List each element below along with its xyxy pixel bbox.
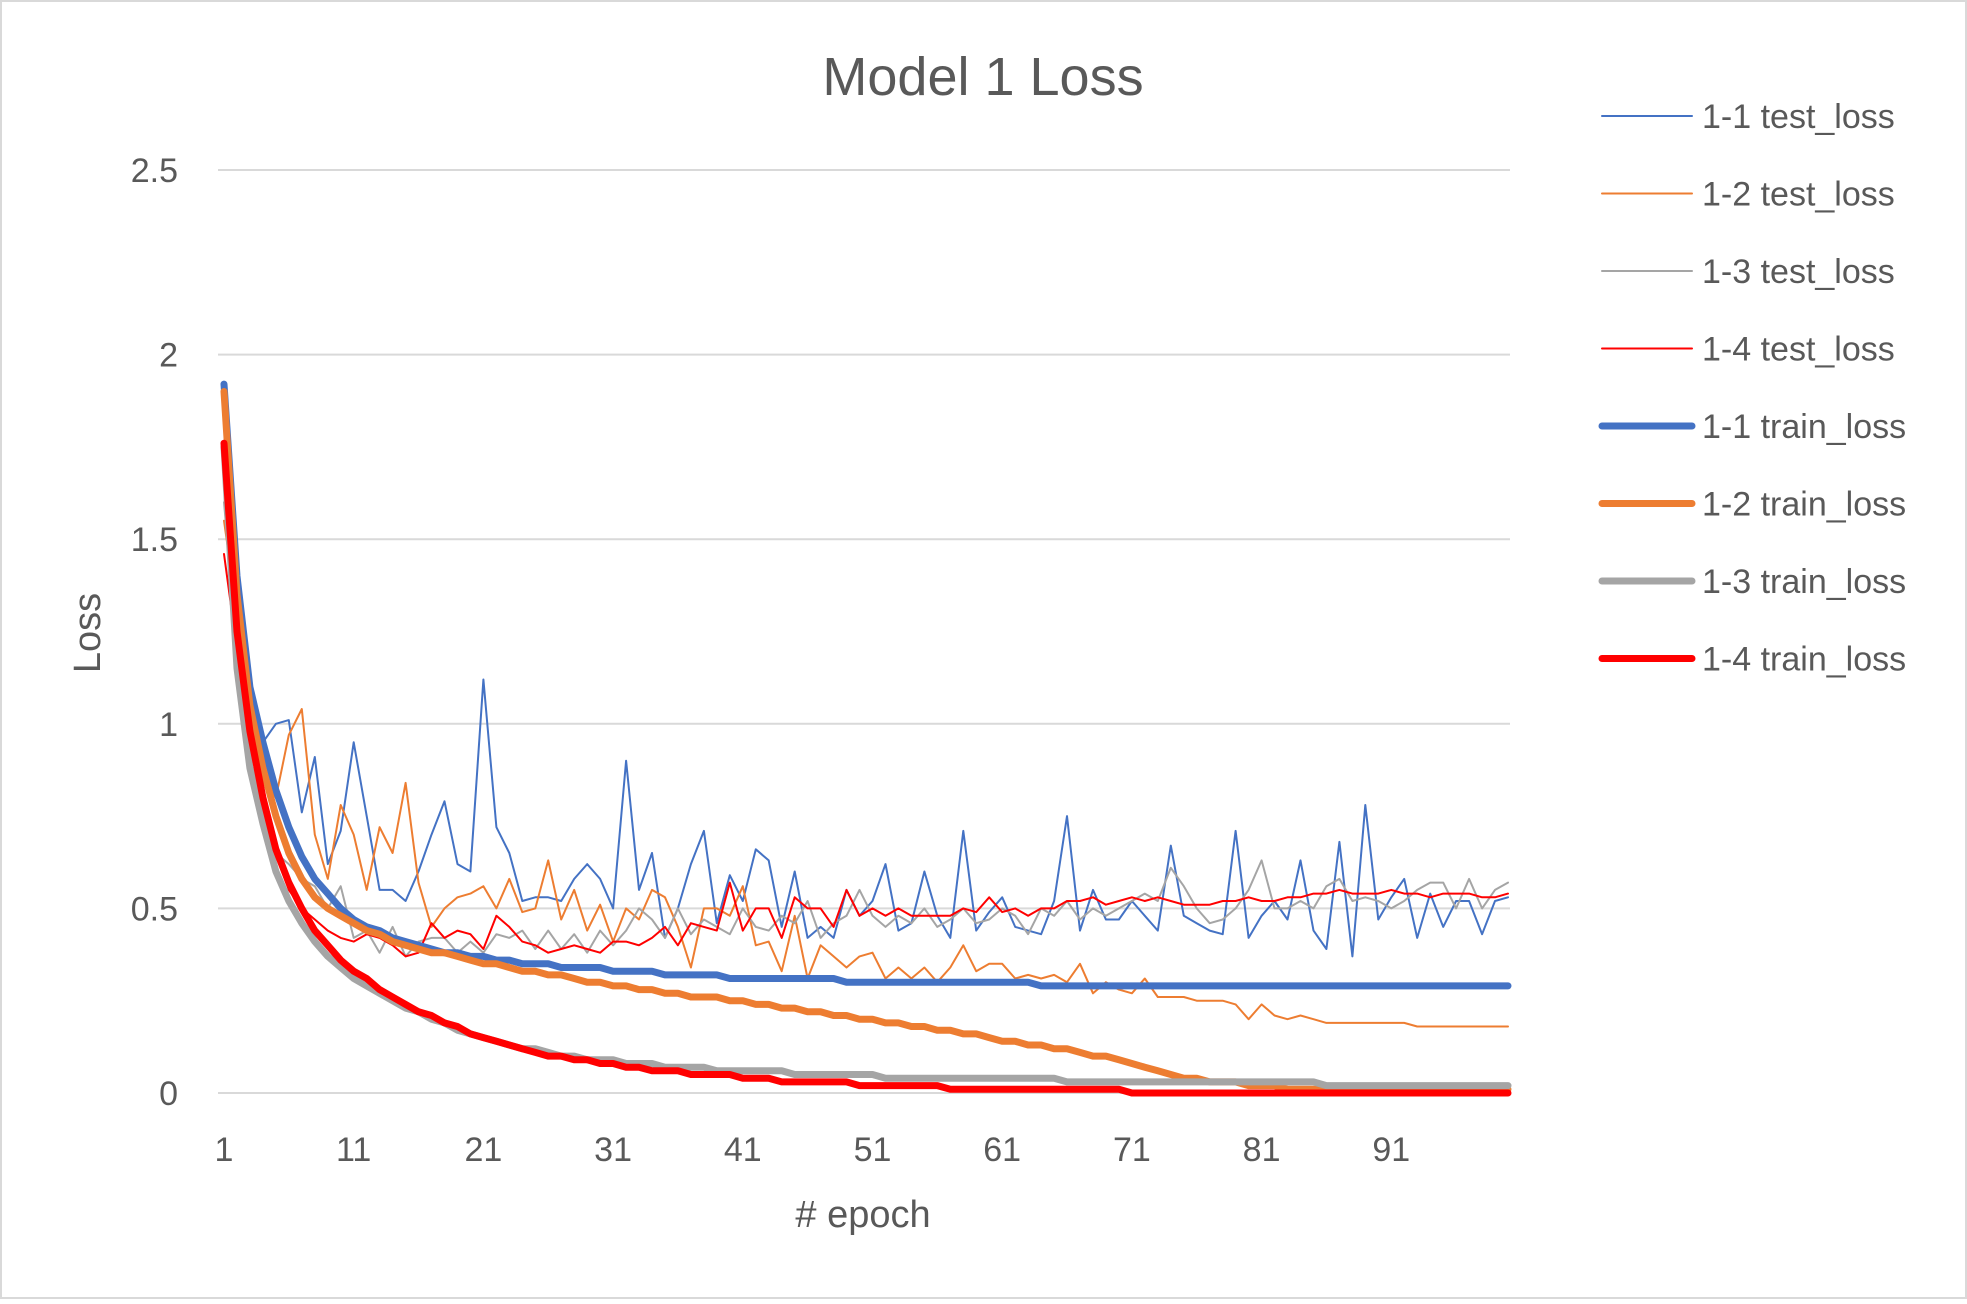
y-tick-label-0: 0 [159,1075,178,1113]
chart-title: Model 1 Loss [822,47,1143,107]
legend-label-3: 1-3 test_loss [1702,253,1895,291]
x-tick-label-9: 91 [1372,1131,1410,1169]
y-axis-label: Loss [67,593,109,673]
x-tick-label-0: 1 [215,1131,234,1169]
legend-label-6: 1-2 train_loss [1702,486,1906,524]
y-tick-label-4: 2 [159,337,178,375]
legend-item-1[interactable]: 1-1 test_loss [1601,98,1895,136]
legend-label-7: 1-3 train_loss [1702,563,1906,601]
series-layer [220,380,1512,1097]
x-tick-label-4: 41 [724,1131,762,1169]
legend-item-5[interactable]: 1-1 train_loss [1598,408,1906,446]
y-axis-ticks: 0 0.5 1 1.5 2 2.5 [131,152,178,1113]
x-axis-ticks: 1 11 21 31 41 51 61 71 81 91 [215,1131,1411,1169]
x-tick-label-7: 71 [1113,1131,1151,1169]
x-tick-label-3: 31 [594,1131,632,1169]
legend-item-4[interactable]: 1-4 test_loss [1601,331,1895,369]
series-line-2 [223,519,1509,1028]
legend-item-3[interactable]: 1-3 test_loss [1601,253,1895,291]
x-tick-label-8: 81 [1243,1131,1281,1169]
legend-label-1: 1-1 test_loss [1702,98,1895,136]
series-line-8 [220,439,1512,1097]
series-line-6 [220,388,1512,1093]
legend-label-4: 1-4 test_loss [1702,331,1895,369]
legend-item-8[interactable]: 1-4 train_loss [1598,641,1906,679]
series-line-4 [223,553,1509,958]
legend-label-2: 1-2 test_loss [1702,176,1895,214]
y-tick-label-2: 1 [159,706,178,744]
series-line-1 [223,409,1509,958]
y-tick-label-5: 2.5 [131,152,178,190]
legend-item-2[interactable]: 1-2 test_loss [1601,176,1895,214]
series-line-3 [223,501,1509,958]
x-tick-label-2: 21 [464,1131,502,1169]
legend[interactable]: 1-1 test_loss 1-2 test_loss 1-3 test_loss 1… [1598,98,1906,679]
legend-item-7[interactable]: 1-3 train_loss [1598,563,1906,601]
legend-item-6[interactable]: 1-2 train_loss [1598,486,1906,524]
x-tick-label-6: 61 [983,1131,1021,1169]
x-tick-label-1: 11 [336,1131,371,1169]
y-tick-label-1: 0.5 [131,890,178,928]
x-axis-label: # epoch [795,1194,930,1236]
legend-label-5: 1-1 train_loss [1702,408,1906,446]
y-tick-label-3: 1.5 [131,521,178,559]
legend-label-8: 1-4 train_loss [1702,641,1906,679]
x-tick-label-5: 51 [854,1131,892,1169]
